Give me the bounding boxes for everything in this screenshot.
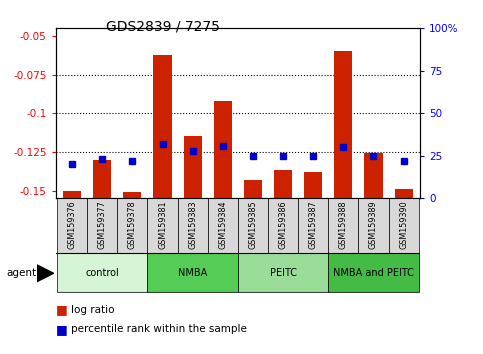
Bar: [238, 253, 328, 292]
Bar: [93, 160, 111, 198]
Bar: [328, 198, 358, 253]
Bar: [268, 198, 298, 253]
Text: ■: ■: [56, 303, 67, 316]
Text: ■: ■: [56, 323, 67, 336]
Text: PEITC: PEITC: [270, 268, 297, 278]
Text: GSM159376: GSM159376: [68, 200, 77, 249]
Text: GDS2839 / 7275: GDS2839 / 7275: [106, 19, 220, 34]
Bar: [358, 198, 388, 253]
Bar: [304, 172, 322, 198]
Text: percentile rank within the sample: percentile rank within the sample: [71, 324, 247, 334]
Text: GSM159387: GSM159387: [309, 200, 318, 249]
Bar: [57, 198, 87, 253]
Bar: [208, 198, 238, 253]
Text: GSM159388: GSM159388: [339, 200, 348, 249]
Bar: [388, 198, 419, 253]
Bar: [238, 198, 268, 253]
Bar: [147, 253, 238, 292]
Bar: [298, 198, 328, 253]
Text: agent: agent: [6, 268, 36, 278]
Bar: [184, 136, 202, 198]
Text: GSM159377: GSM159377: [98, 200, 107, 249]
Polygon shape: [37, 265, 54, 282]
Bar: [63, 190, 81, 198]
Bar: [334, 51, 353, 198]
Bar: [365, 153, 383, 198]
Text: GSM159381: GSM159381: [158, 200, 167, 249]
Text: GSM159389: GSM159389: [369, 200, 378, 249]
Text: GSM159386: GSM159386: [279, 200, 287, 249]
Text: GSM159383: GSM159383: [188, 200, 197, 249]
Text: GSM159385: GSM159385: [248, 200, 257, 249]
Text: GSM159390: GSM159390: [399, 200, 408, 249]
Bar: [117, 198, 147, 253]
Bar: [328, 253, 419, 292]
Bar: [178, 198, 208, 253]
Bar: [244, 180, 262, 198]
Bar: [123, 192, 142, 198]
Bar: [395, 189, 412, 198]
Bar: [57, 253, 147, 292]
Text: NMBA: NMBA: [178, 268, 207, 278]
Text: GSM159378: GSM159378: [128, 200, 137, 249]
Text: control: control: [85, 268, 119, 278]
Text: GSM159384: GSM159384: [218, 200, 227, 249]
Text: NMBA and PEITC: NMBA and PEITC: [333, 268, 414, 278]
Bar: [147, 198, 178, 253]
Bar: [274, 170, 292, 198]
Bar: [154, 55, 171, 198]
Text: log ratio: log ratio: [71, 305, 115, 315]
Bar: [87, 198, 117, 253]
Bar: [214, 101, 232, 198]
